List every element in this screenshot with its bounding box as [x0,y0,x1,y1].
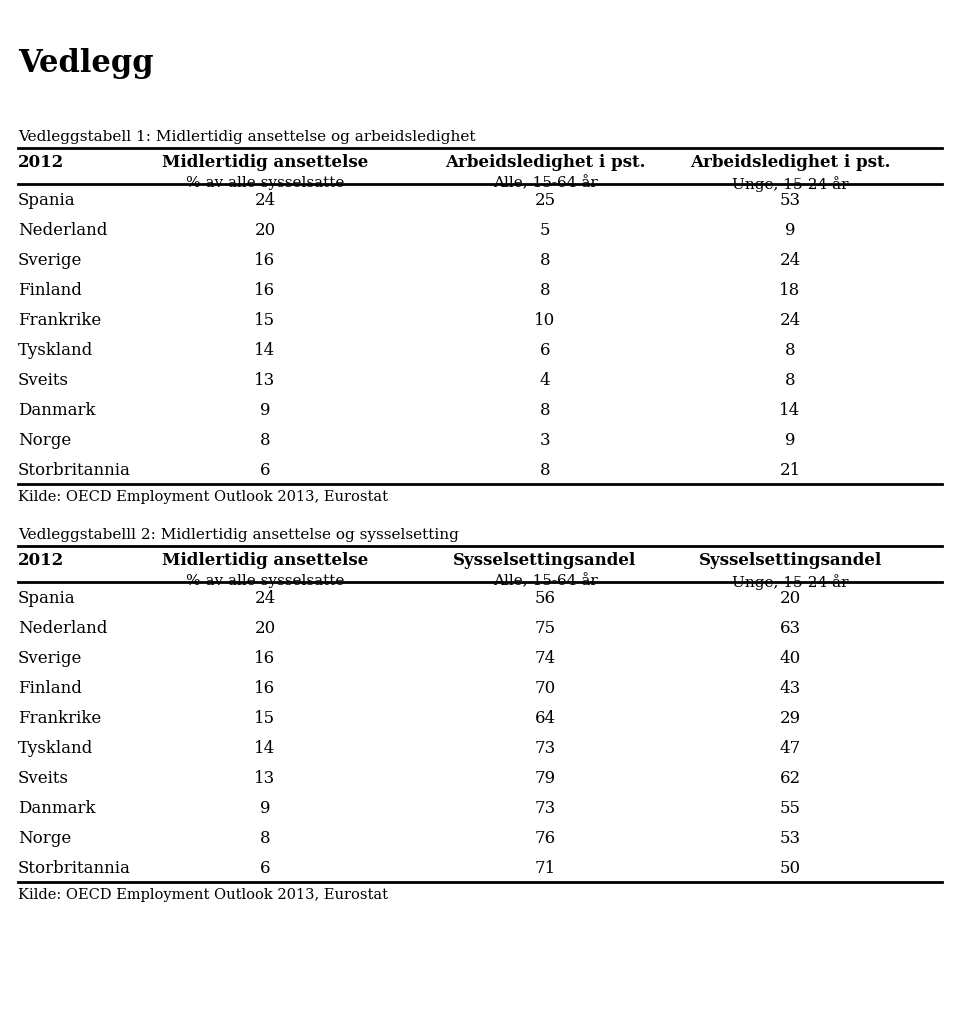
Text: 16: 16 [254,680,276,697]
Text: 14: 14 [254,342,276,359]
Text: Vedleggstabell 1: Midlertidig ansettelse og arbeidsledighet: Vedleggstabell 1: Midlertidig ansettelse… [18,130,475,144]
Text: % av alle sysselsatte: % av alle sysselsatte [186,176,345,190]
Text: 9: 9 [260,402,271,419]
Text: 8: 8 [540,252,550,269]
Text: 9: 9 [260,800,271,817]
Text: 5: 5 [540,222,550,239]
Text: 53: 53 [780,830,801,847]
Text: Vedleggstabelll 2: Midlertidig ansettelse og sysselsetting: Vedleggstabelll 2: Midlertidig ansettels… [18,528,459,542]
Text: 3: 3 [540,432,550,449]
Text: Arbeidsledighet i pst.: Arbeidsledighet i pst. [689,154,890,171]
Text: Tyskland: Tyskland [18,740,93,757]
Text: Midlertidig ansettelse: Midlertidig ansettelse [162,154,368,171]
Text: 6: 6 [260,462,271,479]
Text: 20: 20 [780,590,801,607]
Text: 6: 6 [260,860,271,877]
Text: Arbeidsledighet i pst.: Arbeidsledighet i pst. [444,154,645,171]
Text: 16: 16 [254,282,276,299]
Text: 76: 76 [535,830,556,847]
Text: Norge: Norge [18,830,71,847]
Text: Unge, 15-24 år: Unge, 15-24 år [732,176,849,192]
Text: Unge, 15-24 år: Unge, 15-24 år [732,574,849,590]
Text: Nederland: Nederland [18,620,108,637]
Text: 8: 8 [784,372,795,389]
Text: Storbritannia: Storbritannia [18,462,131,479]
Text: Finland: Finland [18,680,82,697]
Text: 16: 16 [254,252,276,269]
Text: 4: 4 [540,372,550,389]
Text: Sysselsettingsandel: Sysselsettingsandel [698,552,881,569]
Text: 8: 8 [784,342,795,359]
Text: 8: 8 [540,402,550,419]
Text: 8: 8 [540,282,550,299]
Text: 8: 8 [540,462,550,479]
Text: 20: 20 [254,620,276,637]
Text: 64: 64 [535,710,556,727]
Text: 70: 70 [535,680,556,697]
Text: 75: 75 [535,620,556,637]
Text: 40: 40 [780,650,801,667]
Text: 2012: 2012 [18,154,64,171]
Text: 55: 55 [780,800,801,817]
Text: 13: 13 [254,372,276,389]
Text: 15: 15 [254,710,276,727]
Text: 14: 14 [254,740,276,757]
Text: 74: 74 [535,650,556,667]
Text: 10: 10 [535,312,556,329]
Text: 73: 73 [535,740,556,757]
Text: 9: 9 [784,432,795,449]
Text: 24: 24 [780,312,801,329]
Text: Norge: Norge [18,432,71,449]
Text: Tyskland: Tyskland [18,342,93,359]
Text: Storbritannia: Storbritannia [18,860,131,877]
Text: 25: 25 [535,192,556,209]
Text: 56: 56 [535,590,556,607]
Text: Kilde: OECD Employment Outlook 2013, Eurostat: Kilde: OECD Employment Outlook 2013, Eur… [18,490,388,504]
Text: 8: 8 [260,432,271,449]
Text: 16: 16 [254,650,276,667]
Text: 15: 15 [254,312,276,329]
Text: 24: 24 [780,252,801,269]
Text: 79: 79 [535,770,556,787]
Text: 21: 21 [780,462,801,479]
Text: 62: 62 [780,770,801,787]
Text: 53: 53 [780,192,801,209]
Text: Vedlegg: Vedlegg [18,48,154,79]
Text: Spania: Spania [18,192,76,209]
Text: Danmark: Danmark [18,402,95,419]
Text: Nederland: Nederland [18,222,108,239]
Text: Spania: Spania [18,590,76,607]
Text: 14: 14 [780,402,801,419]
Text: 63: 63 [780,620,801,637]
Text: % av alle sysselsatte: % av alle sysselsatte [186,574,345,588]
Text: 29: 29 [780,710,801,727]
Text: Sveits: Sveits [18,770,69,787]
Text: 73: 73 [535,800,556,817]
Text: Sveits: Sveits [18,372,69,389]
Text: Alle, 15-64 år: Alle, 15-64 år [492,574,597,588]
Text: 47: 47 [780,740,801,757]
Text: 20: 20 [254,222,276,239]
Text: Frankrike: Frankrike [18,710,101,727]
Text: 50: 50 [780,860,801,877]
Text: 24: 24 [254,590,276,607]
Text: 24: 24 [254,192,276,209]
Text: 9: 9 [784,222,795,239]
Text: Sverige: Sverige [18,650,83,667]
Text: 18: 18 [780,282,801,299]
Text: Finland: Finland [18,282,82,299]
Text: Alle, 15-64 år: Alle, 15-64 år [492,176,597,190]
Text: Sverige: Sverige [18,252,83,269]
Text: 8: 8 [260,830,271,847]
Text: Kilde: OECD Employment Outlook 2013, Eurostat: Kilde: OECD Employment Outlook 2013, Eur… [18,888,388,902]
Text: Danmark: Danmark [18,800,95,817]
Text: 13: 13 [254,770,276,787]
Text: Midlertidig ansettelse: Midlertidig ansettelse [162,552,368,569]
Text: Frankrike: Frankrike [18,312,101,329]
Text: 71: 71 [535,860,556,877]
Text: 43: 43 [780,680,801,697]
Text: 2012: 2012 [18,552,64,569]
Text: Sysselsettingsandel: Sysselsettingsandel [453,552,636,569]
Text: 6: 6 [540,342,550,359]
